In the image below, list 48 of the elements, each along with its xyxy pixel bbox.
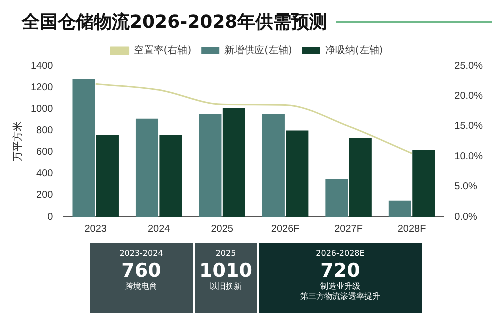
bar — [136, 118, 159, 217]
y2-tick-label: 10.0% — [454, 151, 484, 162]
text: 2023-2024 — [120, 249, 164, 258]
y-tick-label: 0 — [48, 212, 54, 223]
y-tick-label: 1200 — [30, 82, 54, 94]
x-tick-label: 2027F — [334, 224, 363, 235]
x-tick-label: 2023 — [84, 224, 108, 235]
bar — [326, 179, 348, 217]
y2-tick-label: 5.0% — [454, 182, 478, 193]
text: 2026-2028E — [316, 249, 365, 258]
x-tick-label: 2025 — [211, 224, 234, 235]
y-tick-label: 400 — [36, 168, 54, 180]
y2-tick-label: 15.0% — [454, 121, 484, 132]
y-axis-title: 万平方米 — [12, 122, 24, 162]
bar — [412, 150, 436, 217]
line-series — [95, 83, 413, 154]
bar — [199, 114, 222, 217]
bar — [160, 135, 182, 217]
text: 以旧换新 — [210, 282, 242, 292]
bar — [72, 78, 96, 217]
text: 跨境电商 — [126, 282, 158, 292]
text: 760 — [122, 260, 162, 282]
x-tick-label: 2028F — [398, 224, 426, 235]
bar — [262, 114, 285, 217]
chart-title: 全国仓储物流2026-2028年供需预测 — [22, 11, 328, 34]
bar — [222, 108, 246, 217]
y-tick-label: 800 — [36, 125, 54, 136]
bar — [286, 130, 309, 217]
y2-tick-label: 0.0% — [454, 212, 478, 223]
text: 720 — [320, 260, 360, 282]
x-tick-label: 2026F — [271, 224, 300, 235]
y-tick-label: 200 — [36, 190, 54, 202]
y-tick-label: 1400 — [30, 60, 54, 72]
bar — [388, 200, 412, 217]
x-tick-label: 2024 — [148, 224, 171, 235]
legend-label: 净吸纳(左轴) — [325, 44, 384, 57]
y-tick-label: 1000 — [30, 104, 54, 115]
text: 第三方物流渗透率提升 — [300, 292, 380, 302]
text: 制造业升级 — [320, 282, 360, 292]
legend-label: 新增供应(左轴) — [224, 44, 292, 57]
y-tick-label: 600 — [36, 147, 54, 158]
y2-tick-label: 20.0% — [454, 90, 484, 102]
y2-tick-label: 25.0% — [454, 60, 484, 72]
text: 1010 — [200, 260, 252, 282]
legend-label: 空置率(右轴) — [134, 44, 192, 57]
text: 2025 — [216, 249, 236, 258]
bar — [96, 135, 119, 217]
bar — [349, 138, 372, 217]
